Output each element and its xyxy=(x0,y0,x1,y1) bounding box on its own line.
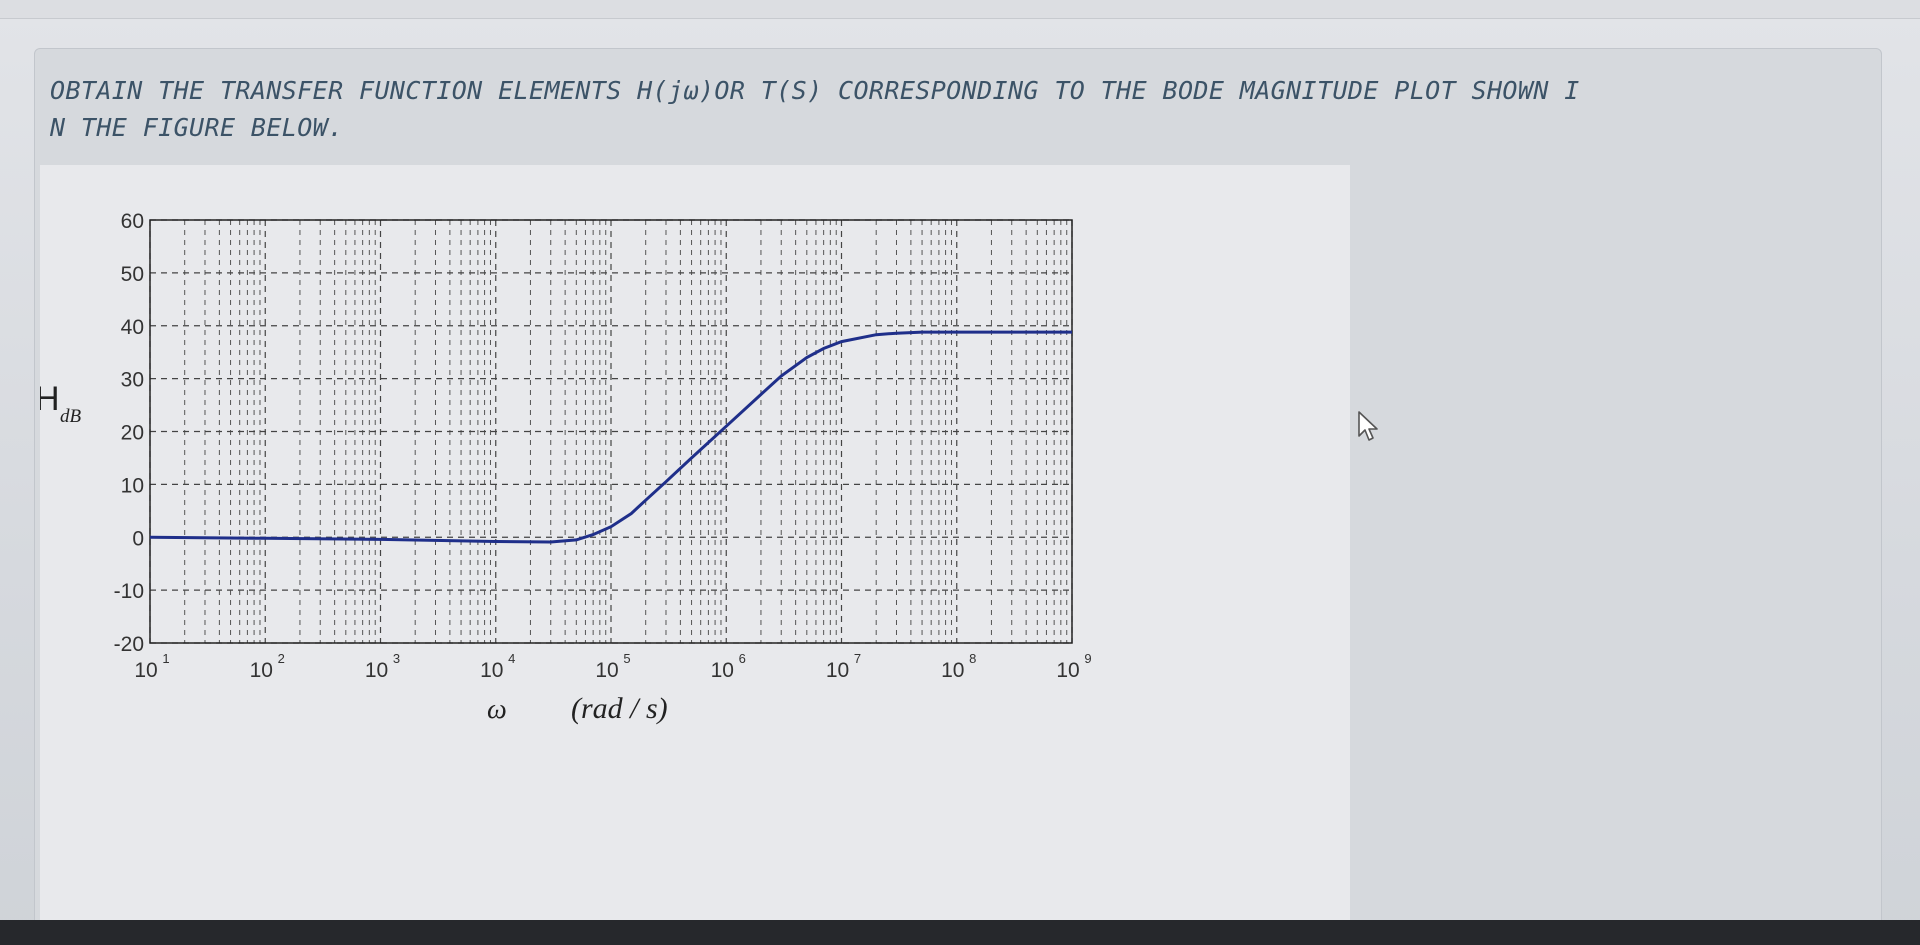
x-tick-label: 10 xyxy=(134,659,157,682)
bottom-bar xyxy=(0,920,1920,945)
y-tick-label: 40 xyxy=(121,316,144,339)
question-line-2: N THE FIGURE BELOW. xyxy=(50,113,344,142)
y-tick-label: 50 xyxy=(121,263,144,286)
x-axis-symbol: ω xyxy=(487,694,507,725)
y-tick-label: 30 xyxy=(121,369,144,392)
x-tick-exponent: 8 xyxy=(969,651,976,666)
mouse-cursor-icon xyxy=(1358,411,1378,441)
major-grid xyxy=(149,219,1073,644)
y-tick-label: 60 xyxy=(121,210,144,233)
axis-labels: H dB ω (rad / s) xyxy=(40,380,668,725)
x-tick-exponent: 2 xyxy=(278,651,285,666)
question-text: OBTAIN THE TRANSFER FUNCTION ELEMENTS H(… xyxy=(50,72,1850,146)
y-tick-label: -10 xyxy=(114,580,144,603)
x-tick-label: 10 xyxy=(480,659,503,682)
x-tick-label: 10 xyxy=(365,659,388,682)
x-tick-label: 10 xyxy=(595,659,618,682)
x-tick-label: 10 xyxy=(711,659,734,682)
x-tick-exponent: 9 xyxy=(1084,651,1091,666)
x-tick-exponent: 7 xyxy=(854,651,861,666)
x-tick-exponent: 4 xyxy=(508,651,515,666)
top-bar xyxy=(0,0,1920,19)
y-tick-label: -20 xyxy=(114,633,144,656)
x-axis-unit: (rad / s) xyxy=(571,692,668,725)
x-tick-exponent: 5 xyxy=(623,651,630,666)
y-axis-label: H xyxy=(40,380,60,418)
question-line-1: OBTAIN THE TRANSFER FUNCTION ELEMENTS H(… xyxy=(50,76,1580,105)
y-axis-label-subscript: dB xyxy=(60,406,82,427)
plot-frame xyxy=(149,219,1073,644)
x-tick-label: 10 xyxy=(941,659,964,682)
magnitude-curve xyxy=(149,330,1072,544)
x-tick-exponent: 6 xyxy=(739,651,746,666)
x-tick-exponent: 3 xyxy=(393,651,400,666)
x-tick-label: 10 xyxy=(250,659,273,682)
x-tick-label: 10 xyxy=(826,659,849,682)
x-tick-label: 10 xyxy=(1056,659,1079,682)
bode-plot-figure: 60 50 40 30 20 10 0 -10 -20 10 1 10 2 10 3 10 4 10 5 10 6 10… xyxy=(40,165,1350,921)
y-tick-label: 20 xyxy=(121,422,144,445)
y-tick-label: 0 xyxy=(132,527,144,550)
x-tick-exponent: 1 xyxy=(162,651,169,666)
y-tick-label: 10 xyxy=(121,474,144,497)
y-axis-ticks: 60 50 40 30 20 10 0 -10 -20 xyxy=(114,210,144,656)
x-axis-ticks: 10 1 10 2 10 3 10 4 10 5 10 6 10 7 10 8 10 9 xyxy=(134,651,1091,682)
